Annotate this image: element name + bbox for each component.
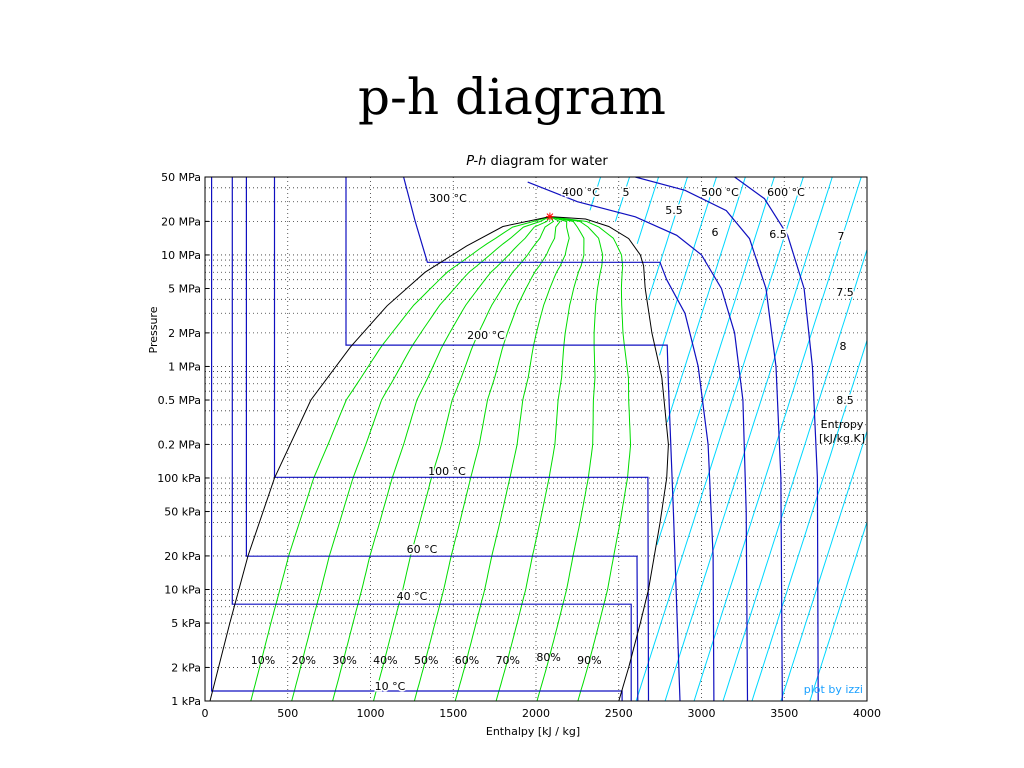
y-tick-label: 1 MPa (168, 360, 201, 373)
y-tick-label: 0.2 MPa (158, 438, 201, 451)
isotherm-line (635, 177, 783, 701)
x-axis-label: Enthalpy [kJ / kg] (486, 725, 580, 738)
y-tick-label: 50 MPa (161, 171, 201, 184)
y-tick-label: 5 MPa (168, 283, 201, 296)
quality-label: 60% (455, 654, 479, 667)
entropy-label: 6.5 (769, 228, 787, 241)
chart-title: P-h diagram for water (466, 154, 608, 169)
entropy-legend-line2: [kJ/kg.K] (819, 432, 865, 445)
entropy-line (636, 177, 660, 244)
entropy-label: 7 (838, 230, 845, 243)
isotherm-line (211, 177, 623, 701)
critical-point-marker (545, 212, 554, 221)
quality-line (332, 216, 551, 701)
critical-point-stroke (546, 213, 554, 220)
x-tick-label: 1500 (439, 707, 467, 720)
isotherm-line (345, 177, 681, 701)
quality-line (549, 216, 632, 701)
isotherm-label: 500 °C (701, 186, 739, 199)
y-tick-label: 50 kPa (164, 506, 201, 519)
entropy-legend-line1: Entropy (821, 418, 864, 431)
entropy-line (809, 520, 867, 701)
entropy-line (589, 177, 602, 211)
isotherm-label: 40 °C (397, 590, 428, 603)
quality-line (250, 216, 551, 701)
entropy-line (751, 338, 867, 701)
isotherm-label: 60 °C (407, 543, 438, 556)
y-tick-label: 5 kPa (171, 617, 201, 630)
isotherm-label: 400 °C (562, 186, 600, 199)
entropy-label: 5.5 (665, 204, 683, 217)
saturation-dome (209, 216, 669, 701)
plot-frame (204, 176, 868, 702)
entropy-label: 8.5 (836, 394, 854, 407)
y-tick-label: 1 kPa (171, 695, 201, 708)
credit-text: plot by izzi (804, 683, 863, 696)
quality-line (413, 216, 561, 701)
quality-label: 10% (251, 654, 275, 667)
entropy-line (614, 177, 631, 222)
entropy-label: 8 (840, 340, 847, 353)
x-tick-label: 500 (277, 707, 298, 720)
entropy-line (664, 177, 833, 701)
y-tick-label: 10 kPa (164, 583, 201, 596)
isotherm-line (403, 177, 715, 701)
chart-title-italic: P-h (466, 154, 486, 169)
x-tick-label: 4000 (853, 707, 881, 720)
quality-label: 70% (496, 654, 520, 667)
quality-line (495, 216, 585, 701)
curve-labels: 10 °C 40 °C 60 °C 100 °C 200 °C 300 °C 400 °C 5… (251, 185, 855, 695)
curves (209, 177, 867, 701)
quality-label: 20% (292, 654, 316, 667)
entropy-label: 7.5 (836, 286, 854, 299)
entropy-label: 5 (623, 186, 630, 199)
isotherm-label: 100 °C (428, 465, 466, 478)
x-tick-label: 2500 (605, 707, 633, 720)
entropy-line (693, 177, 862, 701)
y-tick-label: 20 MPa (161, 215, 201, 228)
isotherm-label: 10 °C (375, 680, 406, 693)
y-tick-label: 2 kPa (171, 661, 201, 674)
y-tick-label: 20 kPa (164, 550, 201, 563)
quality-line (373, 216, 554, 701)
slide-title: p-h diagram (358, 68, 666, 126)
quality-label: 40% (373, 654, 397, 667)
y-tick-label: 0.5 MPa (158, 394, 201, 407)
entropy-line (659, 177, 717, 356)
quality-line (454, 216, 570, 701)
isotherm-line (734, 177, 819, 701)
x-tick-label: 2000 (522, 707, 550, 720)
grid (205, 177, 867, 701)
quality-line (291, 216, 551, 701)
chart-title-rest: diagram for water (486, 154, 608, 169)
x-tick-label: 0 (202, 707, 209, 720)
entropy-line (635, 177, 804, 701)
entropy-line (656, 177, 775, 546)
y-axis-label: Pressure (147, 306, 160, 353)
entropy-label: 6 (712, 226, 719, 239)
isotherm-label: 200 °C (467, 329, 505, 342)
quality-label: 90% (577, 654, 601, 667)
entropy-line (647, 177, 688, 300)
isotherm-label: 300 °C (429, 192, 467, 205)
quality-line (536, 216, 604, 701)
isotherm-label: 600 °C (767, 186, 805, 199)
x-tick-label: 1000 (357, 707, 385, 720)
y-tick-label: 100 kPa (157, 472, 201, 485)
isotherm-line (527, 181, 749, 701)
entropy-line (780, 429, 867, 701)
quality-label: 30% (332, 654, 356, 667)
axis-ticks: 0 500 1000 1500 2000 2500 3000 3500 4000 1 kPa 2 k… (157, 171, 881, 720)
y-tick-label: 10 MPa (161, 249, 201, 262)
isotherm-line (231, 177, 632, 701)
x-tick-label: 3500 (770, 707, 798, 720)
quality-label: 80% (536, 651, 560, 664)
quality-label: 50% (414, 654, 438, 667)
isotherm-line (245, 177, 639, 701)
y-tick-label: 2 MPa (168, 327, 201, 340)
entropy-line (722, 248, 867, 701)
x-tick-label: 3000 (688, 707, 716, 720)
